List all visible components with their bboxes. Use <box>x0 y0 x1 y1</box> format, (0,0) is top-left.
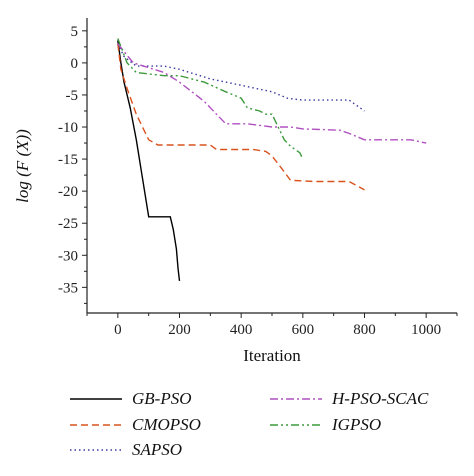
series-line-igpso <box>117 38 304 160</box>
y-tick-label: -20 <box>58 184 78 200</box>
y-tick-label: -25 <box>58 216 78 232</box>
x-axis-title: Iteration <box>243 346 301 365</box>
y-tick-label: -5 <box>66 88 79 104</box>
x-tick-label: 800 <box>353 322 376 338</box>
y-tick-label: -15 <box>58 152 78 168</box>
legend-label: SAPSO <box>132 440 182 459</box>
series-line-gb-pso <box>117 40 181 281</box>
legend-label: H-PSO-SCAC <box>331 389 429 408</box>
series-line-h-pso-scac <box>117 43 427 144</box>
y-tick-label: -35 <box>58 280 78 296</box>
x-tick-label: 0 <box>114 322 122 338</box>
y-tick-label: -10 <box>58 120 78 136</box>
plot-frame <box>86 18 457 314</box>
y-axis-ticks: 5 0 -5 -10 -15 -20 -25 -30 -35 <box>58 24 87 304</box>
x-tick-label: 1000 <box>411 322 441 338</box>
legend-label: IGPSO <box>331 415 381 434</box>
y-tick-label: -30 <box>58 248 78 264</box>
legend-label: GB-PSO <box>132 389 191 408</box>
x-tick-label: 200 <box>168 322 191 338</box>
series-line-sapso <box>117 43 365 112</box>
series-layer <box>117 38 427 281</box>
x-axis-ticks: 0 200 400 600 800 1000 <box>86 313 458 338</box>
x-tick-label: 400 <box>230 322 253 338</box>
x-tick-label: 600 <box>292 322 315 338</box>
series-line-cmopso <box>117 43 365 191</box>
legend-label: CMOPSO <box>132 415 201 434</box>
y-tick-label: 0 <box>71 56 79 72</box>
legend: GB-PSO CMOPSO SAPSO H-PSO-SCAC IGPSO <box>70 389 429 459</box>
y-axis-title: log (F (X)) <box>13 129 32 203</box>
y-tick-label: 5 <box>71 24 79 40</box>
